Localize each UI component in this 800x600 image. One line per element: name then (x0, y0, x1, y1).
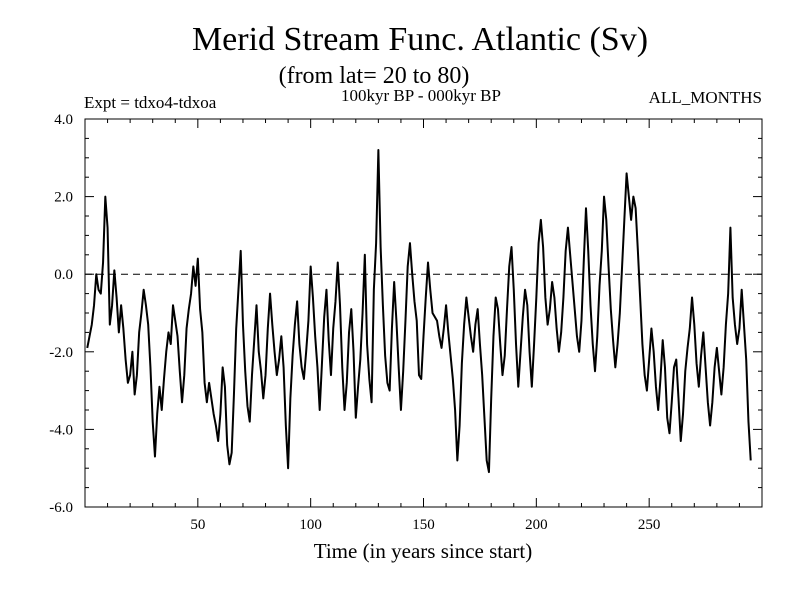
axes-layer: 50 100 150 200 250 4.0 2.0 0.0 -2.0 -4.0 -6.0 (49, 112, 763, 533)
y-tick-label: 0.0 (54, 267, 73, 283)
months-label: ALL_MONTHS (649, 88, 762, 107)
y-tick-label: 2.0 (54, 190, 73, 206)
chart-title: Merid Stream Func. Atlantic (Sv) (192, 21, 648, 58)
chart-subtitle: (from lat= 20 to 80) (279, 63, 470, 89)
x-tick-label: 50 (190, 517, 205, 533)
x-tick-label: 200 (525, 517, 548, 533)
y-tick-label: -2.0 (49, 345, 73, 361)
y-tick-label: -4.0 (49, 422, 73, 438)
x-tick-label: 100 (299, 517, 322, 533)
x-tick-label: 250 (638, 517, 661, 533)
x-axis-label: Time (in years since start) (314, 539, 533, 563)
y-tick-label: -6.0 (49, 500, 73, 516)
experiment-label: Expt = tdxo4-tdxoa (84, 93, 217, 112)
data-layer (85, 149, 762, 474)
x-tick-label: 150 (412, 517, 435, 533)
plot-frame (84, 118, 763, 508)
y-tick-label: 4.0 (54, 112, 73, 128)
period-label: 100kyr BP - 000kyr BP (341, 86, 501, 105)
series-line (86, 149, 752, 474)
